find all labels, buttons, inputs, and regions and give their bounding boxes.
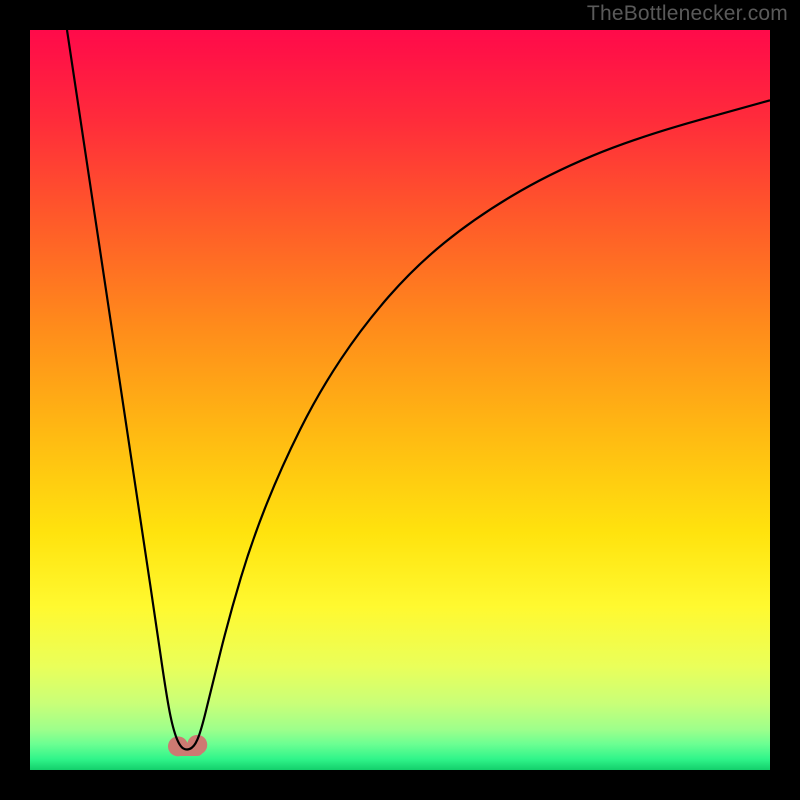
chart-canvas: TheBottlenecker.com [0, 0, 800, 800]
plot-area [30, 30, 770, 770]
curve-layer [30, 30, 770, 770]
watermark-text: TheBottlenecker.com [587, 2, 788, 26]
bottom-markers [168, 735, 207, 756]
bottleneck-curve [67, 30, 770, 749]
